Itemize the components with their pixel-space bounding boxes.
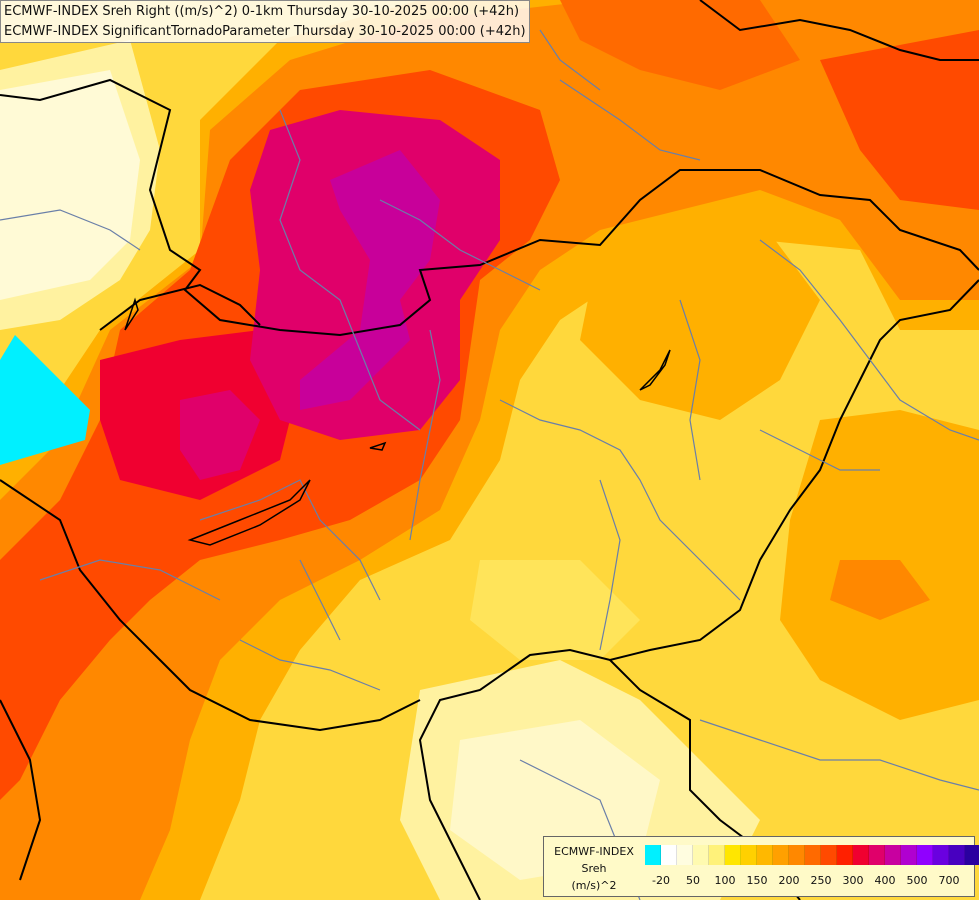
legend-tick-label: 250 bbox=[810, 874, 832, 887]
legend-swatch bbox=[677, 845, 693, 865]
legend-swatch bbox=[917, 845, 933, 865]
legend-swatch bbox=[693, 845, 709, 865]
legend-swatch bbox=[773, 845, 789, 865]
color-legend: ECMWF-INDEX Sreh (m/s)^2 -20 50 100 150 200 2… bbox=[543, 836, 979, 897]
legend-tick-label: 200 bbox=[778, 874, 800, 887]
legend-swatch bbox=[837, 845, 853, 865]
legend-tick-label: 700 bbox=[938, 874, 960, 887]
legend-swatch bbox=[885, 845, 901, 865]
legend-color-bar bbox=[645, 845, 979, 865]
legend-swatch bbox=[741, 845, 757, 865]
legend-title: ECMWF-INDEX bbox=[554, 845, 634, 858]
legend-tick-label: 400 bbox=[874, 874, 896, 887]
legend-swatch bbox=[709, 845, 725, 865]
legend-swatch bbox=[933, 845, 949, 865]
legend-swatch bbox=[949, 845, 965, 865]
legend-swatch bbox=[853, 845, 869, 865]
legend-tick-label: 500 bbox=[906, 874, 928, 887]
legend-variable: Sreh bbox=[581, 862, 607, 875]
legend-tick-label: 150 bbox=[746, 874, 768, 887]
legend-swatch bbox=[965, 845, 979, 865]
legend-swatch bbox=[725, 845, 741, 865]
legend-swatch bbox=[789, 845, 805, 865]
legend-swatch bbox=[869, 845, 885, 865]
map-header: ECMWF-INDEX Sreh Right ((m/s)^2) 0-1km T… bbox=[0, 0, 530, 43]
legend-unit: (m/s)^2 bbox=[571, 879, 617, 892]
legend-swatch bbox=[645, 845, 661, 865]
legend-tick-labels: -20 50 100 150 200 250 300 400 500 700 bbox=[645, 874, 975, 888]
legend-tick-label: -20 bbox=[652, 874, 670, 887]
legend-swatch bbox=[821, 845, 837, 865]
legend-swatch bbox=[661, 845, 677, 865]
legend-swatch bbox=[757, 845, 773, 865]
header-title-line-2: ECMWF-INDEX SignificantTornadoParameter … bbox=[4, 24, 526, 39]
legend-tick-label: 100 bbox=[714, 874, 736, 887]
legend-swatch bbox=[901, 845, 917, 865]
header-title-line-1: ECMWF-INDEX Sreh Right ((m/s)^2) 0-1km T… bbox=[4, 4, 520, 19]
legend-tick-label: 50 bbox=[686, 874, 700, 887]
legend-tick-label: 300 bbox=[842, 874, 864, 887]
legend-swatch bbox=[805, 845, 821, 865]
